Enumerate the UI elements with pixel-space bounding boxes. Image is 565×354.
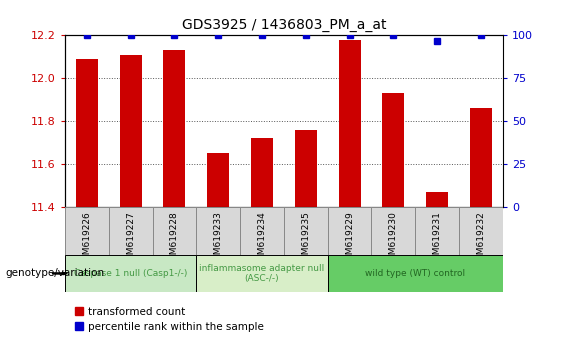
Text: GSM619231: GSM619231 [433, 211, 442, 266]
Text: Caspase 1 null (Casp1-/-): Caspase 1 null (Casp1-/-) [74, 269, 188, 278]
Text: GSM619228: GSM619228 [170, 211, 179, 266]
Bar [163, 50, 185, 207]
Text: GSM619234: GSM619234 [258, 211, 267, 266]
Bar [120, 55, 142, 207]
Bar [284, 207, 328, 255]
Bar [153, 207, 197, 255]
Text: GSM619227: GSM619227 [126, 211, 135, 266]
Bar [65, 255, 197, 292]
Text: GSM619226: GSM619226 [82, 211, 92, 266]
Bar [459, 207, 503, 255]
Text: genotype/variation: genotype/variation [6, 268, 105, 279]
Title: GDS3925 / 1436803_PM_a_at: GDS3925 / 1436803_PM_a_at [182, 18, 386, 32]
Bar [372, 207, 415, 255]
Text: inflammasome adapter null
(ASC-/-): inflammasome adapter null (ASC-/-) [199, 264, 325, 283]
Text: GSM619235: GSM619235 [301, 211, 310, 266]
Bar [251, 138, 273, 207]
Text: GSM619233: GSM619233 [214, 211, 223, 266]
Text: wild type (WT) control: wild type (WT) control [365, 269, 466, 278]
Bar [383, 93, 405, 207]
Text: GSM619230: GSM619230 [389, 211, 398, 266]
Bar [197, 255, 328, 292]
Bar [470, 108, 492, 207]
Bar [295, 130, 317, 207]
Bar [328, 207, 372, 255]
Bar [207, 153, 229, 207]
Text: GSM619229: GSM619229 [345, 211, 354, 266]
Bar [76, 59, 98, 207]
Bar [426, 192, 448, 207]
Legend: transformed count, percentile rank within the sample: transformed count, percentile rank withi… [70, 303, 268, 336]
Bar [415, 207, 459, 255]
Bar [65, 207, 109, 255]
Bar [108, 207, 153, 255]
Bar [197, 207, 240, 255]
Bar [240, 207, 284, 255]
Text: GSM619232: GSM619232 [476, 211, 485, 266]
Bar [338, 40, 360, 207]
Bar [328, 255, 503, 292]
